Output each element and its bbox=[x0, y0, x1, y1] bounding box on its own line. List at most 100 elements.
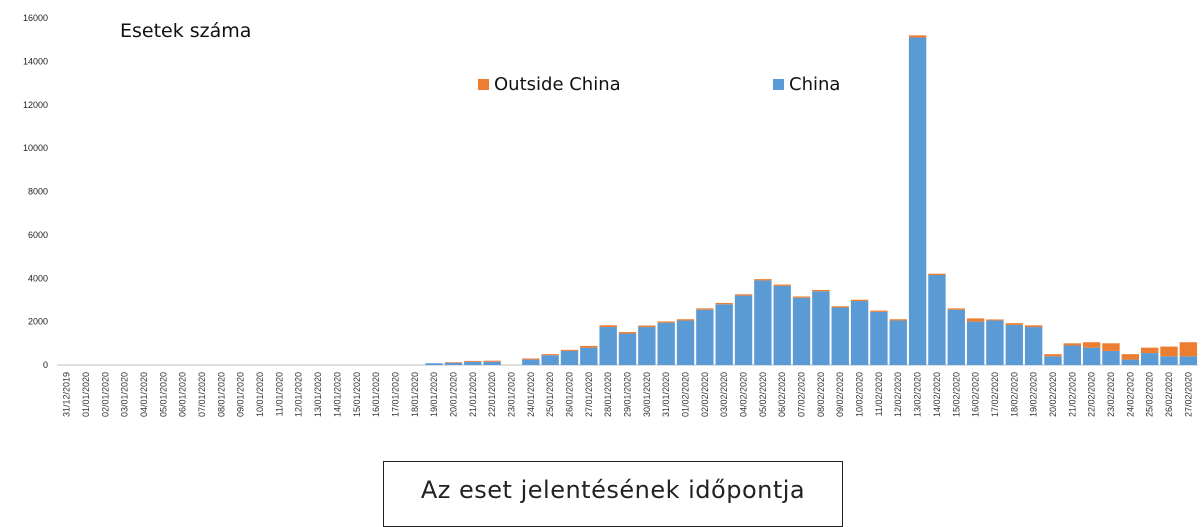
bar-outside-china bbox=[1005, 323, 1023, 325]
bar-outside-china bbox=[812, 289, 830, 292]
bar-outside-china bbox=[464, 360, 482, 362]
bar-china bbox=[812, 291, 830, 365]
bar-outside-china bbox=[696, 308, 714, 310]
bar-outside-china bbox=[1140, 347, 1159, 354]
x-tick-label: 13/01/2020 bbox=[313, 372, 323, 417]
bar-china bbox=[928, 274, 946, 365]
x-tick-label: 22/02/2020 bbox=[1087, 372, 1097, 417]
bar-china bbox=[425, 363, 443, 365]
bar-china bbox=[1179, 356, 1198, 365]
bar-outside-china bbox=[676, 319, 695, 321]
bar-china bbox=[522, 359, 540, 365]
bar-outside-china bbox=[792, 296, 811, 298]
x-tick-label: 03/02/2020 bbox=[719, 372, 729, 417]
x-tick-label: 12/02/2020 bbox=[893, 372, 903, 417]
bar-outside-china bbox=[1160, 346, 1178, 357]
bar-outside-china bbox=[657, 321, 675, 323]
y-tick-label: 0 bbox=[43, 360, 48, 370]
x-tick-label: 27/02/2020 bbox=[1183, 372, 1193, 417]
bar-china bbox=[715, 304, 733, 365]
bar-outside-china bbox=[522, 358, 540, 360]
bar-china bbox=[1082, 347, 1101, 365]
bar-china bbox=[541, 355, 559, 365]
bar-china bbox=[889, 320, 907, 365]
stacked-bar-chart: 0 2000 4000 6000 8000 10000 12000 14000 16000 31… bbox=[23, 13, 1198, 417]
bar-china bbox=[986, 320, 1004, 365]
x-tick-label: 14/02/2020 bbox=[932, 372, 942, 417]
x-tick-label: 22/01/2020 bbox=[487, 372, 497, 417]
x-tick-label: 09/01/2020 bbox=[236, 372, 246, 417]
legend-swatch-china bbox=[773, 79, 784, 90]
x-axis-title-box: Az eset jelentésének időpontja bbox=[383, 461, 843, 527]
bar-outside-china bbox=[831, 306, 849, 308]
bar-china bbox=[1121, 359, 1140, 365]
bar-china bbox=[638, 327, 656, 365]
y-tick-label: 8000 bbox=[28, 187, 48, 197]
x-tick-label: 20/02/2020 bbox=[1048, 372, 1058, 417]
x-tick-label: 25/01/2020 bbox=[545, 372, 555, 417]
y-tick-label: 16000 bbox=[23, 13, 48, 23]
x-tick-label: 05/02/2020 bbox=[758, 372, 768, 417]
bar-outside-china bbox=[773, 284, 791, 286]
x-tick-label: 19/02/2020 bbox=[1029, 372, 1039, 417]
bar-china bbox=[831, 307, 849, 365]
bar-china bbox=[754, 280, 772, 365]
bar-outside-china bbox=[560, 349, 579, 351]
x-tick-label: 23/02/2020 bbox=[1106, 372, 1116, 417]
x-tick-label: 03/01/2020 bbox=[120, 372, 130, 417]
x-tick-label: 11/02/2020 bbox=[874, 372, 884, 416]
x-tick-label: 12/01/2020 bbox=[294, 372, 304, 417]
bar-outside-china bbox=[1082, 342, 1101, 348]
bar-outside-china bbox=[638, 325, 656, 328]
x-tick-label: 11/01/2020 bbox=[274, 372, 284, 416]
x-axis: 31/12/2019 01/01/2020 02/01/2020 03/01/2020… bbox=[62, 372, 1194, 417]
bar-outside-china bbox=[618, 332, 637, 334]
bar-outside-china bbox=[986, 319, 1004, 321]
bar-china bbox=[444, 362, 463, 365]
x-tick-label: 15/02/2020 bbox=[951, 372, 961, 417]
x-tick-label: 26/02/2020 bbox=[1164, 372, 1174, 417]
x-tick-label: 09/02/2020 bbox=[835, 372, 845, 417]
bar-china bbox=[464, 361, 482, 365]
x-tick-label: 28/01/2020 bbox=[603, 372, 613, 417]
bar-outside-china bbox=[1044, 354, 1062, 357]
x-tick-label: 24/01/2020 bbox=[526, 372, 536, 417]
x-tick-label: 01/02/2020 bbox=[681, 372, 691, 417]
bar-outside-china bbox=[580, 345, 598, 348]
bar-china bbox=[1005, 324, 1023, 365]
bar-china bbox=[947, 309, 965, 365]
bar-outside-china bbox=[850, 299, 869, 302]
bar-outside-china bbox=[715, 302, 733, 305]
bar-china bbox=[908, 37, 927, 366]
bar-china bbox=[696, 309, 714, 365]
bar-outside-china bbox=[1102, 343, 1120, 351]
bar-china bbox=[580, 347, 598, 365]
x-tick-label: 17/01/2020 bbox=[390, 372, 400, 417]
y-axis: 0 2000 4000 6000 8000 10000 12000 14000 16000 bbox=[23, 13, 1198, 370]
x-tick-label: 02/01/2020 bbox=[100, 372, 110, 417]
x-tick-label: 08/01/2020 bbox=[216, 372, 226, 417]
bar-outside-china bbox=[599, 325, 617, 328]
x-tick-label: 25/02/2020 bbox=[1145, 372, 1155, 417]
x-tick-label: 31/12/2019 bbox=[62, 372, 72, 417]
x-tick-label: 01/01/2020 bbox=[81, 372, 91, 417]
bar-outside-china bbox=[1121, 354, 1140, 360]
bar-china bbox=[773, 285, 791, 365]
bar-outside-china bbox=[754, 279, 772, 281]
bars-group bbox=[425, 35, 1198, 366]
bar-outside-china bbox=[928, 273, 946, 275]
bar-china bbox=[1063, 345, 1081, 365]
x-tick-label: 10/01/2020 bbox=[255, 372, 265, 417]
x-tick-label: 27/01/2020 bbox=[584, 372, 594, 417]
bar-china bbox=[676, 320, 695, 365]
x-tick-label: 18/02/2020 bbox=[1009, 372, 1019, 417]
y-tick-label: 2000 bbox=[28, 317, 48, 327]
x-tick-label: 19/01/2020 bbox=[429, 372, 439, 417]
x-tick-label: 21/01/2020 bbox=[468, 372, 478, 417]
y-tick-label: 12000 bbox=[23, 100, 48, 110]
y-tick-label: 10000 bbox=[23, 143, 48, 153]
bar-outside-china bbox=[947, 308, 965, 310]
x-tick-label: 18/01/2020 bbox=[410, 372, 420, 417]
x-tick-label: 14/01/2020 bbox=[332, 372, 342, 417]
x-tick-label: 31/01/2020 bbox=[661, 372, 671, 417]
